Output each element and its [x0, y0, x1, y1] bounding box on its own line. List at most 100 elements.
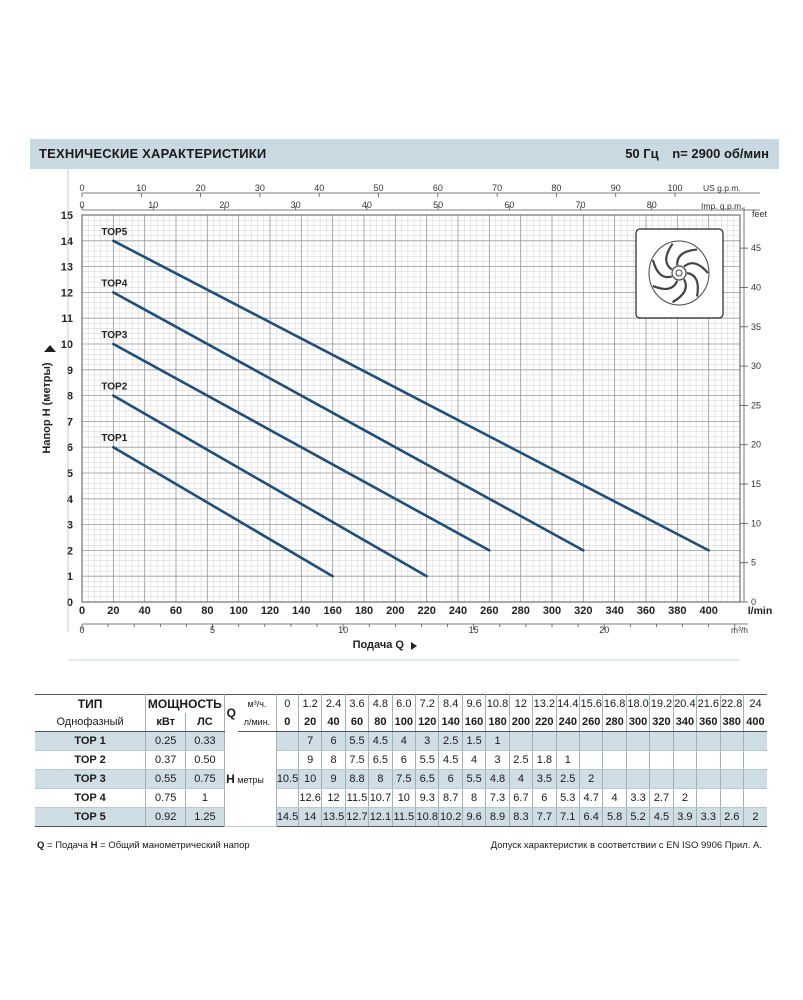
- head-value: 4: [462, 750, 487, 770]
- head-value: [532, 731, 557, 751]
- head-value: 8: [321, 750, 346, 770]
- head-value: 5.2: [626, 807, 651, 827]
- curve-top1: [112, 445, 334, 578]
- header-band: ТЕХНИЧЕСКИЕ ХАРАКТЕРИСТИКИ 50 Гц n= 2900…: [30, 139, 779, 169]
- curve-top4: [112, 291, 585, 552]
- y-tick-label: 11: [61, 313, 73, 325]
- q-m3h-value: 18.0: [626, 694, 651, 713]
- x-tick-label: 160: [323, 605, 341, 617]
- head-value: 12: [321, 788, 346, 808]
- head-value: 3.5: [532, 769, 557, 789]
- head-value: [649, 769, 674, 789]
- head-value: 1: [556, 750, 580, 770]
- curve-top3: [112, 342, 491, 552]
- x-tick-label: 180: [355, 605, 373, 617]
- us-gpm-tick-label: 30: [255, 183, 265, 193]
- x-tick-label: 400: [699, 605, 717, 617]
- curve-label-top1: TOP1: [101, 433, 127, 444]
- model-name: TOP 1: [35, 731, 147, 751]
- m3h-tick-label: 20: [599, 625, 609, 635]
- head-value: 3: [485, 750, 510, 770]
- head-value: 5.5: [345, 731, 370, 751]
- curve-label-top5: TOP5: [101, 227, 127, 238]
- legend-q-text: = Подача: [44, 840, 91, 851]
- us-gpm-tick-label: 80: [551, 183, 561, 193]
- q-m3h-value: 19.2: [649, 694, 674, 713]
- model-name: TOP 4: [35, 788, 147, 808]
- q-m3h-value: 22.8: [720, 694, 744, 713]
- table-row: TOP 2 0.37 0.50 9 8 7.5 6.5 6 5.5 4.5 4 3 2.5 1.8 1: [35, 750, 767, 770]
- m3h-tick-label: 15: [469, 625, 479, 635]
- q-lmin-value: 140: [438, 713, 463, 732]
- head-value: 9.6: [462, 807, 487, 827]
- header-hp: ЛС: [185, 713, 225, 732]
- q-lmin-value: 80: [368, 713, 393, 732]
- y-tick-label: 9: [67, 365, 73, 377]
- power-hp: 0.33: [185, 731, 225, 751]
- q-m3h-value: 12: [509, 694, 534, 713]
- head-value: 10.5: [276, 769, 299, 789]
- imp-gpm-tick-label: 70: [576, 200, 586, 210]
- m3h-tick-label: 10: [338, 625, 348, 635]
- head-value: [720, 750, 744, 770]
- q-m3h-value: 15.6: [579, 694, 604, 713]
- y-tick-label: 15: [61, 210, 73, 222]
- head-value: 12.1: [368, 807, 393, 827]
- y-tick-label: 12: [61, 287, 73, 299]
- head-value: [276, 788, 299, 808]
- y-tick-label: 13: [61, 262, 73, 274]
- head-value: 4: [509, 769, 534, 789]
- us-gpm-tick-label: 10: [136, 183, 146, 193]
- head-value: [673, 769, 698, 789]
- legend-h-text: = Общий манометрический напор: [97, 840, 250, 851]
- head-value: 12.6: [298, 788, 323, 808]
- y-tick-label: 4: [67, 494, 74, 506]
- q-lmin-value: 100: [392, 713, 417, 732]
- power-hp: 1.25: [185, 807, 225, 827]
- power-kw: 0.55: [145, 769, 187, 789]
- q-m3h-value: 20.4: [673, 694, 698, 713]
- model-name: TOP 2: [35, 750, 147, 770]
- head-value: 3.3: [696, 807, 721, 827]
- power-kw: 0.25: [145, 731, 187, 751]
- head-value: [602, 731, 627, 751]
- head-value: [696, 731, 721, 751]
- head-symbol: Н: [226, 772, 235, 786]
- q-lmin-value: 120: [415, 713, 440, 732]
- power-hp: 0.50: [185, 750, 225, 770]
- us-gpm-tick-label: 40: [314, 183, 324, 193]
- y-tick-label: 6: [67, 442, 73, 454]
- table-header-row: Однофазный кВт ЛС л/мин. 0 20 40 60 80 100 120 140 1…: [35, 713, 767, 732]
- table-row: TOP 5 0.92 1.25 14.5 14 13.5 12.7 12.1 11.5 10.8 1…: [35, 807, 767, 827]
- header-q: Q: [224, 694, 239, 732]
- q-lmin-value: 0: [276, 713, 299, 732]
- x-tick-label: 320: [574, 605, 592, 617]
- head-value: 4.5: [368, 731, 393, 751]
- curve-label-top3: TOP3: [101, 330, 127, 341]
- x-tick-label: 100: [229, 605, 247, 617]
- q-m3h-value: 0: [276, 694, 299, 713]
- power-kw: 0.92: [145, 807, 187, 827]
- head-value: 3: [415, 731, 440, 751]
- head-value: 3.3: [626, 788, 651, 808]
- y-axis-arrow: [44, 345, 56, 352]
- table-row: TOP 4 0.75 1 12.6 12 11.5 10.7 10 9.3 8.7 8 7.3 6.7 6…: [35, 788, 767, 808]
- q-lmin-value: 220: [532, 713, 557, 732]
- us-gpm-tick-label: 90: [611, 183, 621, 193]
- head-value: 4.8: [485, 769, 510, 789]
- x-tick-label: 300: [543, 605, 561, 617]
- head-value: 12.7: [345, 807, 370, 827]
- head-value: 1.8: [532, 750, 557, 770]
- x-tick-label: 80: [201, 605, 213, 617]
- x-tick-label: 0: [79, 605, 85, 617]
- x-tick-label: 340: [605, 605, 623, 617]
- us-gpm-tick-label: 20: [196, 183, 206, 193]
- head-value: 10.7: [368, 788, 393, 808]
- q-m3h-value: 1.2: [298, 694, 323, 713]
- power-kw: 0.75: [145, 788, 187, 808]
- head-value: 10: [298, 769, 323, 789]
- imp-gpm-label: Imp. g.p.m.: [701, 201, 744, 211]
- head-value: 2.6: [720, 807, 744, 827]
